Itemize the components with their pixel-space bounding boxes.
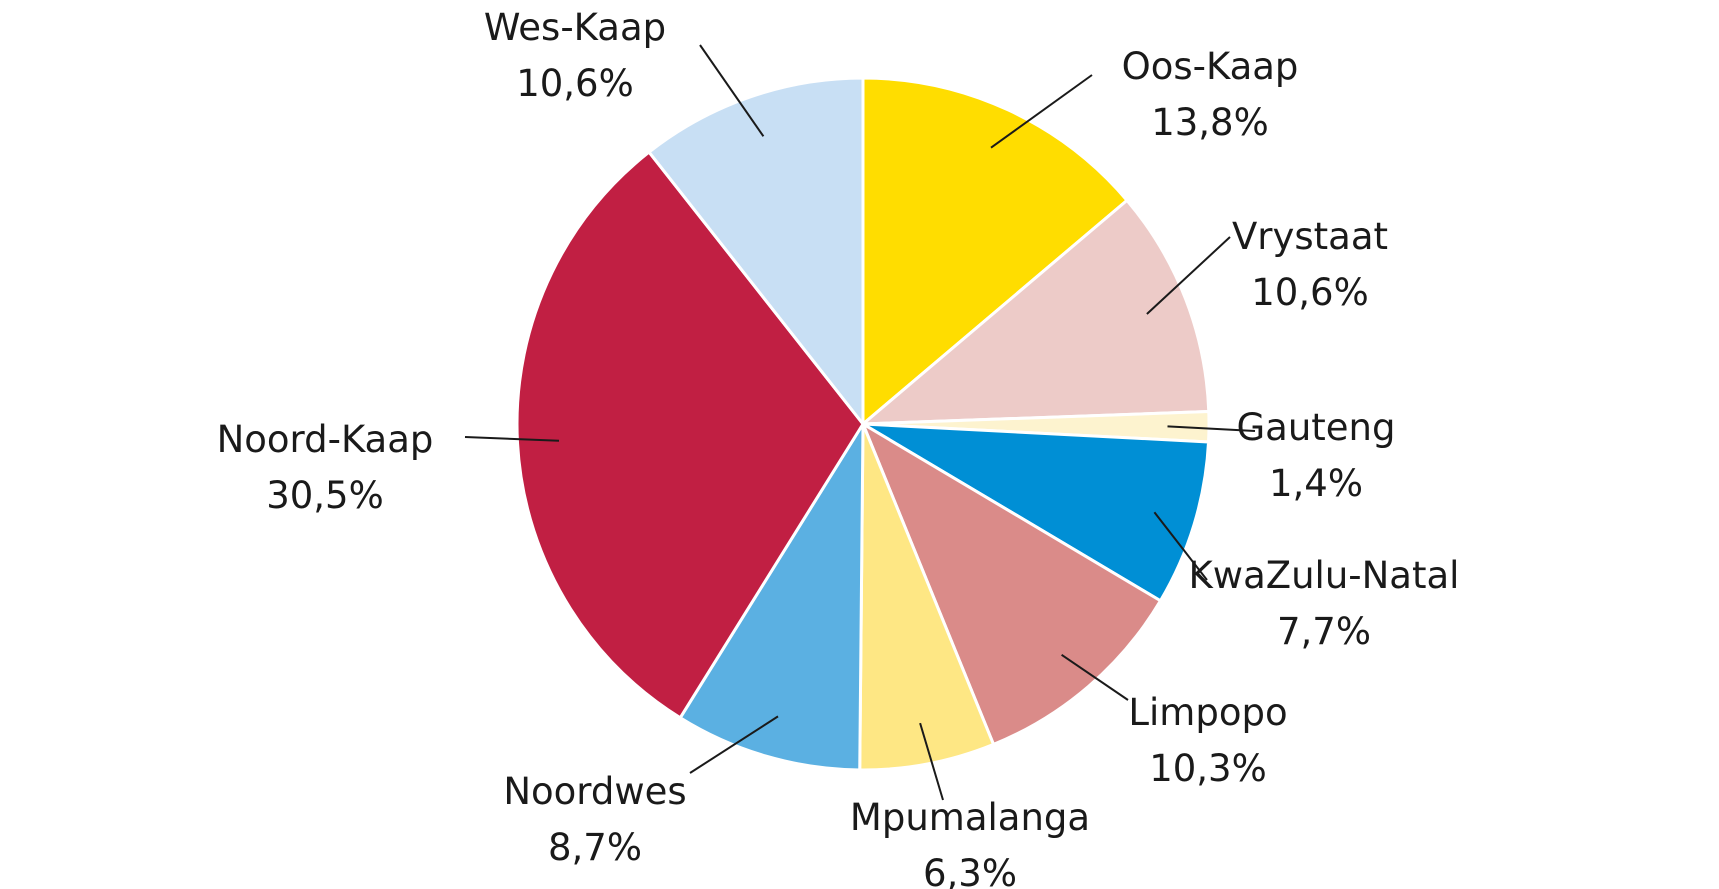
slice-value-label: 1,4% (1269, 462, 1363, 505)
leader-line (1146, 236, 1231, 315)
pie-slice-noordwes (678, 422, 865, 772)
slice-label: Noordwes (503, 770, 686, 813)
leader-line (464, 436, 560, 442)
pie-slice-noord-kaap (515, 150, 865, 720)
pie-slice-wes-kaap (647, 76, 865, 426)
leader-line (1153, 511, 1208, 581)
leader-line (689, 715, 779, 774)
slice-value-label: 10,3% (1149, 747, 1267, 790)
pie-slice-vrystaat (861, 198, 1211, 426)
pie-slice-limpopo (861, 422, 1162, 746)
slice-value-label: 10,6% (1251, 271, 1369, 314)
slice-value-label: 7,7% (1277, 610, 1371, 653)
leader-line (919, 722, 944, 801)
slice-label: Limpopo (1128, 691, 1287, 734)
slice-label: KwaZulu-Natal (1189, 554, 1460, 597)
slice-label: Oos-Kaap (1122, 45, 1299, 88)
slice-value-label: 10,6% (516, 62, 634, 105)
slice-label: Gauteng (1236, 406, 1395, 449)
pie-slice-oos-kaap (861, 76, 1129, 426)
slice-label: Vrystaat (1232, 215, 1388, 258)
slice-value-label: 13,8% (1151, 101, 1269, 144)
leader-line (1061, 653, 1129, 701)
slice-label: Mpumalanga (850, 796, 1090, 839)
label-leaders (464, 44, 1256, 801)
slice-value-label: 30,5% (266, 474, 384, 517)
pie-slice-kwazulu-natal (861, 422, 1211, 603)
slice-label: Wes-Kaap (484, 6, 666, 49)
leader-line (699, 44, 765, 137)
leader-line (1167, 425, 1256, 432)
slice-labels: Oos-Kaap 13,8% Vrystaat 10,6% Gauteng 1,4% Kwa… (217, 6, 1460, 889)
pie-slices (515, 76, 1211, 772)
slice-value-label: 6,3% (923, 852, 1017, 889)
slice-value-label: 8,7% (548, 826, 642, 869)
leader-line (990, 74, 1093, 149)
slice-label: Noord-Kaap (217, 418, 434, 461)
pie-slice-mpumalanga (858, 422, 996, 772)
